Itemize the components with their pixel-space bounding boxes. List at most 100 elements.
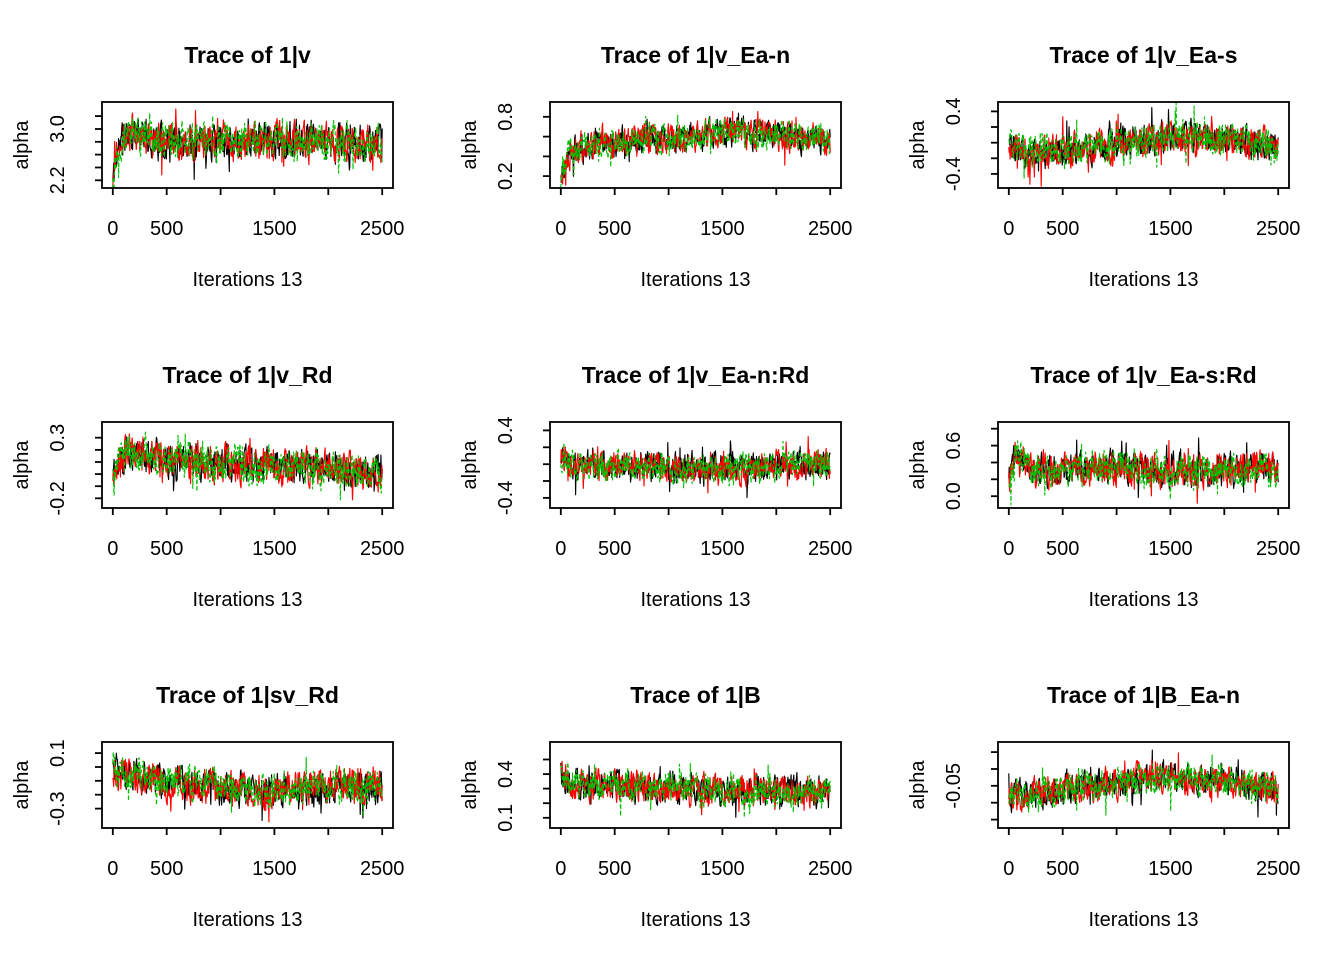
plot-box [549,101,842,189]
x-tick-label: 2500 [360,858,405,880]
x-tick-label: 2500 [1256,538,1301,560]
x-axis-label: Iterations 13 [192,269,302,291]
y-axis-label: alpha [459,440,481,490]
trace-chart-1b: 0 500 1500 2500 0.4 0.1 Trace of 1|B Iterations… [459,682,853,931]
x-tick-label: 1500 [700,218,745,240]
x-tick-label: 1500 [700,538,745,560]
y-tick-label: -0.2 [47,481,69,515]
plot-box [101,421,394,509]
plot-box [101,741,394,829]
trace-line-chain-3 [560,440,831,489]
panel-trace-1v: 0 500 1500 2500 3.0 2.2 Trace of 1|v Iterations… [0,0,448,320]
x-tick-label: 500 [1046,218,1079,240]
plot-box [549,741,842,829]
trace-lines [1008,437,1279,506]
y-tick-label: 0.8 [495,103,517,131]
trace-line-chain-2 [1008,440,1279,504]
y-tick-label: 0.4 [495,416,517,444]
x-tick-label: 2500 [1256,858,1301,880]
x-tick-label: 500 [598,218,631,240]
trace-chart-1v-ea-s-rd: 0 500 1500 2500 0.6 0.0 Trace of 1|v_Ea-s:Rd It… [907,362,1301,611]
y-axis-label: alpha [459,120,481,170]
trace-chart-1v-ea-n: 0 500 1500 2500 0.8 0.2 Trace of 1|v_Ea-n Itera… [459,42,852,291]
y-axis-label: alpha [459,760,481,810]
y-tick-label: -0.4 [943,157,965,191]
x-tick-label: 1500 [1148,538,1193,560]
trace-lines [112,751,383,823]
trace-lines [112,431,383,501]
x-axis-label: Iterations 13 [1088,269,1198,291]
trace-chart-1sv-rd: 0 500 1500 2500 0.1 -0.3 Trace of 1|sv_Rd Itera… [11,682,405,931]
panel-title: Trace of 1|B [630,682,760,708]
x-tick-label: 500 [150,218,183,240]
x-tick-label: 500 [1046,858,1079,880]
y-tick-label: 0.4 [943,97,965,125]
x-tick-label: 2500 [808,858,853,880]
x-tick-label: 0 [1003,218,1014,240]
trace-lines [1008,749,1279,818]
x-axis-label: Iterations 13 [640,269,750,291]
trace-line-chain-3 [112,112,383,188]
trace-chart-1v-rd: 0 500 1500 2500 0.3 -0.2 Trace of 1|v_Rd Iterat… [11,362,404,611]
panel-title: Trace of 1|B_Ea-n [1047,682,1240,708]
y-axis-label: alpha [907,120,929,170]
y-tick-label: 0.6 [943,432,965,460]
x-tick-label: 0 [107,538,118,560]
trace-line-chain-3 [1008,754,1279,816]
x-tick-label: 0 [555,858,566,880]
x-tick-label: 1500 [252,858,297,880]
y-tick-label: 0.3 [47,424,69,452]
x-tick-label: 2500 [1256,218,1301,240]
y-axis-label: alpha [907,760,929,810]
x-axis-label: Iterations 13 [640,589,750,611]
x-axis-label: Iterations 13 [192,909,302,931]
x-tick-label: 500 [598,858,631,880]
panel-title: Trace of 1|v_Ea-n [601,42,790,68]
x-tick-label: 1500 [252,218,297,240]
x-tick-label: 500 [598,538,631,560]
x-tick-label: 0 [107,218,118,240]
x-tick-label: 1500 [700,858,745,880]
x-tick-label: 500 [150,538,183,560]
y-tick-label: -0.3 [47,791,69,825]
trace-chart-1b-ea-n: 0 500 1500 2500 -0.05 Trace of 1|B_Ea-n Iterat… [907,682,1301,931]
trace-chart-1v-ea-s: 0 500 1500 2500 0.4 -0.4 Trace of 1|v_Ea-s Iter… [907,42,1301,291]
x-tick-label: 0 [555,538,566,560]
plot-box [101,101,394,189]
panel-trace-1sv-rd: 0 500 1500 2500 0.1 -0.3 Trace of 1|sv_Rd Itera… [0,640,448,960]
trace-chart-1v: 0 500 1500 2500 3.0 2.2 Trace of 1|v Iterations… [11,42,404,291]
y-tick-label: 0.0 [943,482,965,510]
trace-line-chain-3 [112,751,383,817]
trace-line-chain-2 [112,758,383,823]
x-tick-label: 500 [150,858,183,880]
panel-trace-1b: 0 500 1500 2500 0.4 0.1 Trace of 1|B Iterations… [448,640,896,960]
y-tick-label: 3.0 [47,115,69,143]
y-tick-label: -0.4 [495,481,517,515]
y-tick-label: 0.1 [47,739,69,767]
y-axis-label: alpha [11,760,33,810]
trace-line-chain-2 [112,433,383,501]
panel-trace-1v-rd: 0 500 1500 2500 0.3 -0.2 Trace of 1|v_Rd Iterat… [0,320,448,640]
panel-trace-1b-ea-n: 0 500 1500 2500 -0.05 Trace of 1|B_Ea-n Iterat… [896,640,1344,960]
trace-line-chain-3 [560,761,831,819]
trace-line-chain-3 [1008,440,1279,506]
panel-trace-1v-ea-n: 0 500 1500 2500 0.8 0.2 Trace of 1|v_Ea-n Itera… [448,0,896,320]
plot-box [997,421,1290,509]
panel-trace-1v-ea-s: 0 500 1500 2500 0.4 -0.4 Trace of 1|v_Ea-s Iter… [896,0,1344,320]
x-tick-label: 0 [107,858,118,880]
x-tick-label: 0 [1003,538,1014,560]
trace-line-chain-2 [112,108,383,187]
y-axis-label: alpha [907,440,929,490]
plot-box [997,101,1290,189]
x-tick-label: 500 [1046,538,1079,560]
x-axis-label: Iterations 13 [1088,909,1198,931]
panel-title: Trace of 1|v [184,42,311,68]
trace-lines [1008,102,1279,187]
y-axis-label: alpha [11,120,33,170]
x-tick-label: 0 [1003,858,1014,880]
panel-title: Trace of 1|sv_Rd [156,682,339,708]
y-tick-label: -0.05 [943,763,965,809]
x-tick-label: 2500 [808,538,853,560]
y-tick-label: 0.4 [495,760,517,788]
